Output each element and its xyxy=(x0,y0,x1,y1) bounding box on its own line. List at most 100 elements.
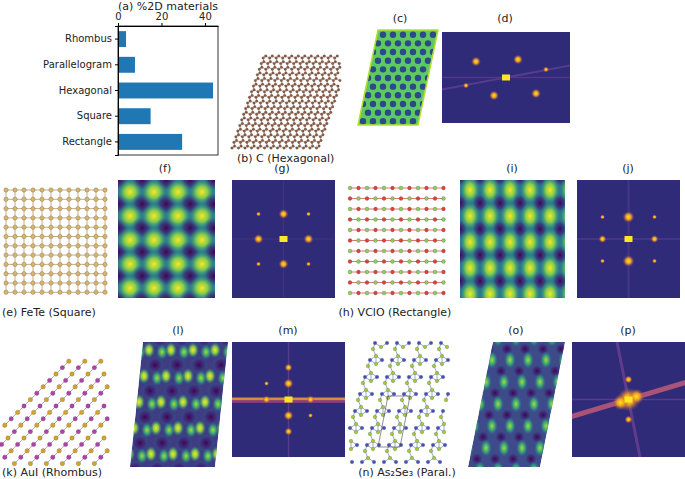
atom xyxy=(365,197,369,201)
atom xyxy=(67,262,71,266)
atom xyxy=(257,90,260,93)
atom xyxy=(257,77,260,80)
atom xyxy=(67,206,71,210)
atom xyxy=(323,124,326,127)
atom xyxy=(335,90,338,93)
atom xyxy=(266,145,269,148)
atom xyxy=(416,218,420,222)
tick-mark xyxy=(118,23,119,26)
atom xyxy=(433,270,437,274)
atom xyxy=(294,100,297,103)
atom xyxy=(49,272,53,276)
atom xyxy=(79,410,83,414)
atom xyxy=(337,72,340,75)
atom xyxy=(425,186,429,190)
tick-label: Hexagonal xyxy=(59,85,112,96)
atom xyxy=(309,77,312,80)
atom xyxy=(279,89,282,92)
atom xyxy=(296,90,299,93)
atom xyxy=(25,417,29,421)
atom xyxy=(320,139,323,142)
atom xyxy=(425,291,429,295)
atom xyxy=(374,207,378,211)
atom xyxy=(282,130,285,133)
atom xyxy=(328,60,331,63)
atom xyxy=(298,145,301,148)
atom xyxy=(83,359,87,363)
atom xyxy=(49,188,53,192)
atom xyxy=(57,417,61,421)
atom xyxy=(274,79,277,82)
atom xyxy=(13,206,17,210)
atom xyxy=(292,105,295,108)
panel-labels: (b) C (Hexagonal)(c)(d)(e) FeTe (Square)… xyxy=(2,12,636,479)
atom xyxy=(374,239,378,243)
atom xyxy=(288,57,291,60)
atom xyxy=(348,218,352,222)
atom xyxy=(270,94,273,97)
atom xyxy=(254,135,257,138)
atom xyxy=(99,359,103,363)
atom xyxy=(348,260,352,264)
atom xyxy=(304,128,307,131)
atom xyxy=(310,111,313,114)
atom xyxy=(382,291,386,295)
atom xyxy=(267,66,270,69)
atom xyxy=(357,218,361,222)
atom xyxy=(49,244,53,248)
atom xyxy=(242,113,245,116)
atom xyxy=(298,89,301,92)
atom xyxy=(298,72,301,75)
atom xyxy=(433,197,437,201)
atom xyxy=(285,85,288,88)
atom xyxy=(22,262,26,266)
atom xyxy=(267,122,270,125)
atom xyxy=(297,68,300,71)
atom xyxy=(276,60,279,63)
atom xyxy=(321,117,324,120)
atom xyxy=(259,145,262,148)
atom xyxy=(262,113,265,116)
atom xyxy=(374,197,378,201)
atom xyxy=(279,119,282,122)
atom xyxy=(268,96,271,99)
atom xyxy=(13,262,17,266)
atom xyxy=(310,124,313,127)
atom xyxy=(330,68,333,71)
atom xyxy=(416,249,420,253)
atom xyxy=(283,90,286,93)
atom xyxy=(269,74,272,77)
atom xyxy=(357,260,361,264)
atom xyxy=(76,281,80,285)
atom xyxy=(41,449,45,453)
atom xyxy=(294,83,297,86)
panel-label: (g) xyxy=(274,162,290,175)
atom xyxy=(4,225,8,229)
atom xyxy=(273,119,276,122)
atom xyxy=(365,218,369,222)
atom xyxy=(103,216,107,220)
atom xyxy=(302,130,305,133)
atom xyxy=(365,291,369,295)
atom xyxy=(442,228,446,232)
atom xyxy=(76,397,80,401)
atom xyxy=(329,55,332,58)
atom xyxy=(31,234,35,238)
atom xyxy=(257,147,260,150)
atom xyxy=(313,66,316,69)
atom xyxy=(243,130,246,133)
atom xyxy=(391,207,395,211)
atom xyxy=(272,102,275,105)
atom xyxy=(327,100,330,103)
atom xyxy=(391,186,395,190)
atom xyxy=(103,206,107,210)
atom xyxy=(272,89,275,92)
atom xyxy=(63,378,67,382)
atom xyxy=(40,272,44,276)
atom xyxy=(303,94,306,97)
atom xyxy=(391,197,395,201)
atom xyxy=(408,197,412,201)
atom xyxy=(408,228,412,232)
atom xyxy=(323,68,326,71)
atom xyxy=(382,249,386,253)
